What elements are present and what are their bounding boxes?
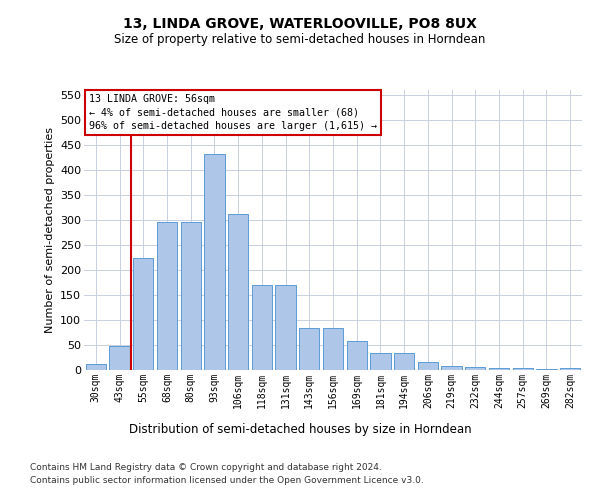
Text: 13, LINDA GROVE, WATERLOOVILLE, PO8 8UX: 13, LINDA GROVE, WATERLOOVILLE, PO8 8UX (123, 18, 477, 32)
Bar (536, 368, 557, 370)
Bar (228, 214, 248, 370)
Bar (109, 346, 130, 370)
Bar (323, 328, 343, 370)
Y-axis label: Number of semi-detached properties: Number of semi-detached properties (44, 127, 55, 333)
Bar (394, 352, 414, 370)
Bar (133, 258, 154, 370)
Bar (512, 368, 533, 370)
Bar (489, 368, 509, 370)
Text: Contains HM Land Registry data © Crown copyright and database right 2024.: Contains HM Land Registry data © Crown c… (30, 462, 382, 471)
Bar (299, 328, 319, 370)
Bar (442, 366, 461, 370)
Text: Contains public sector information licensed under the Open Government Licence v3: Contains public sector information licen… (30, 476, 424, 485)
Bar (347, 341, 367, 370)
Text: Distribution of semi-detached houses by size in Horndean: Distribution of semi-detached houses by … (128, 422, 472, 436)
Bar (418, 362, 438, 370)
Text: 13 LINDA GROVE: 56sqm
← 4% of semi-detached houses are smaller (68)
96% of semi-: 13 LINDA GROVE: 56sqm ← 4% of semi-detac… (89, 94, 377, 130)
Bar (560, 368, 580, 370)
Bar (370, 352, 391, 370)
Bar (252, 285, 272, 370)
Text: Size of property relative to semi-detached houses in Horndean: Size of property relative to semi-detach… (115, 32, 485, 46)
Bar (205, 154, 224, 370)
Bar (181, 222, 201, 370)
Bar (275, 285, 296, 370)
Bar (86, 364, 106, 370)
Bar (157, 222, 177, 370)
Bar (465, 367, 485, 370)
